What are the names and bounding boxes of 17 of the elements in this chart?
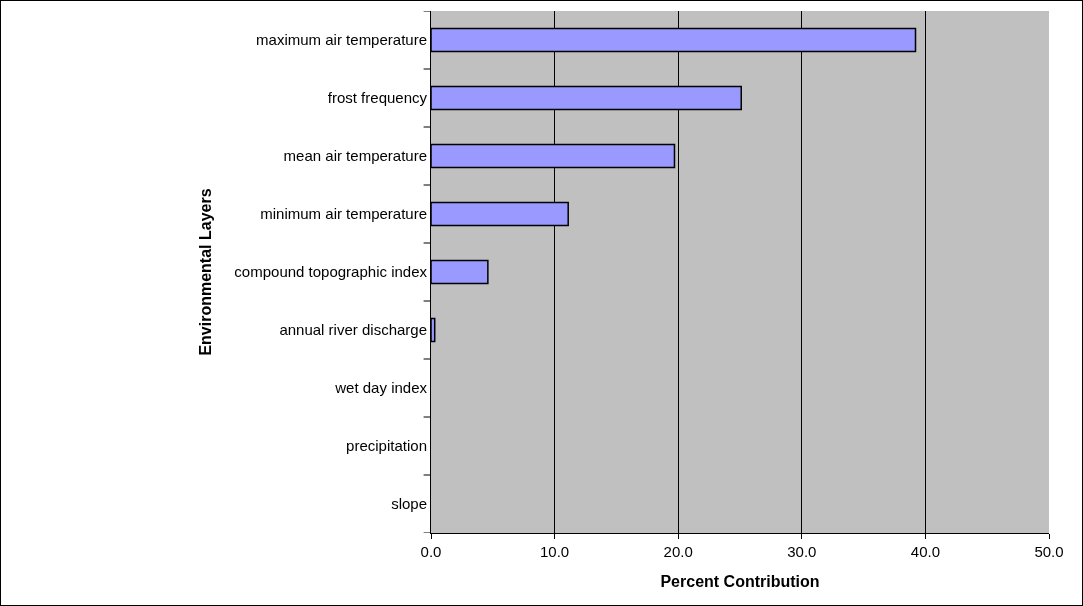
- y-tick-label: minimum air temperature: [260, 205, 427, 223]
- y-tick-label: precipitation: [346, 437, 427, 455]
- x-axis-title: Percent Contribution: [660, 572, 820, 590]
- y-tick-label: annual river discharge: [279, 321, 427, 339]
- y-tick-label: frost frequency: [327, 89, 428, 107]
- y-tick-label: wet day index: [334, 379, 428, 397]
- y-tick-label: maximum air temperature: [256, 31, 427, 49]
- y-tick-label: slope: [391, 495, 427, 513]
- y-tick-label: compound topographic index: [234, 263, 428, 281]
- x-tick-label: 40.0: [910, 543, 940, 560]
- x-tick-label: 30.0: [787, 543, 817, 560]
- x-tick-label: 20.0: [663, 543, 693, 560]
- y-axis-title: Environmental Layers: [197, 188, 215, 356]
- x-tick-label: 10.0: [540, 543, 570, 560]
- y-tick-label: mean air temperature: [283, 147, 427, 165]
- x-tick-label: 50.0: [1034, 543, 1064, 560]
- x-tick-label: 0.0: [420, 543, 442, 560]
